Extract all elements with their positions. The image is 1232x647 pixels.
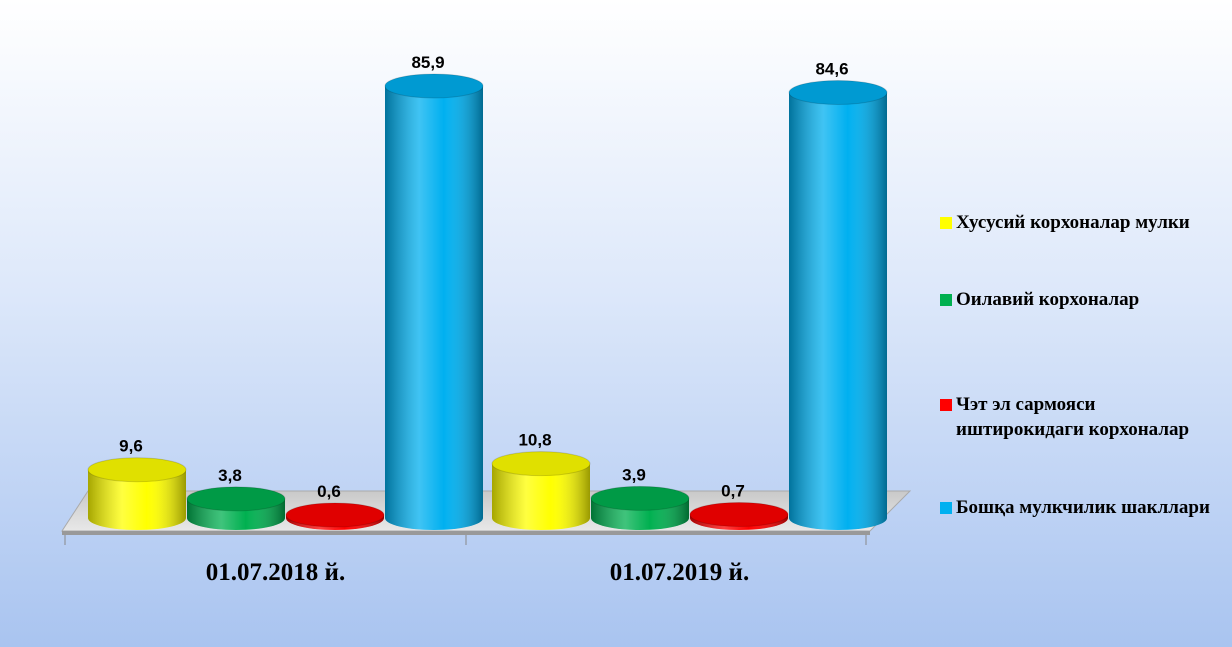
cylinder-top-shade <box>187 486 285 511</box>
legend-item: Бошқа мулкчилик шакллари <box>940 495 1230 520</box>
legend-label: Хусусий корхоналар мулки <box>956 212 1190 233</box>
cylinder <box>87 457 187 530</box>
cylinder-top-shade <box>385 74 483 98</box>
data-label: 85,9 <box>411 53 444 72</box>
legend-item: Оилавий корхоналар <box>940 287 1230 312</box>
cylinder-top <box>788 80 888 106</box>
cylinder-shade <box>789 92 887 530</box>
legend-swatch <box>940 294 952 306</box>
data-label: 0,7 <box>721 481 745 500</box>
cylinder-top <box>689 501 789 527</box>
data-label: 84,6 <box>815 60 848 79</box>
cylinder-top-shade <box>286 502 384 527</box>
legend-item: Чэт эл сармояси иштирокидаги корхоналар <box>940 392 1230 442</box>
cylinder-top <box>186 486 286 512</box>
legend-item: Хусусий корхоналар мулки <box>940 210 1230 235</box>
data-label: 3,8 <box>218 466 242 485</box>
data-label: 10,8 <box>518 431 551 450</box>
legend-label: Оилавий корхоналар <box>956 289 1140 310</box>
cylinder-top-shade <box>690 502 788 527</box>
cylinder-top <box>87 457 187 483</box>
legend-label: Бошқа мулкчилик шакллари <box>956 497 1210 518</box>
cylinder-top-shade <box>88 457 186 482</box>
cylinder <box>590 485 690 530</box>
legend-swatch <box>940 399 952 411</box>
cylinder <box>384 73 484 530</box>
cylinder <box>491 451 591 530</box>
cylinder-top-shade <box>591 486 689 511</box>
cylinder-top <box>491 451 591 477</box>
cylinder <box>285 502 385 530</box>
legend-label: Чэт эл сармояси иштирокидаги корхоналар <box>956 394 1190 440</box>
cylinder-top-shade <box>789 80 887 105</box>
cylinder <box>689 501 789 530</box>
legend-swatch <box>940 217 952 229</box>
floor-front <box>62 531 870 535</box>
data-label: 3,9 <box>622 465 646 484</box>
cylinder-top-shade <box>492 451 590 476</box>
cylinder <box>186 486 286 530</box>
data-label: 0,6 <box>317 482 341 501</box>
cylinder-top <box>384 73 484 99</box>
x-tick-label: 01.07.2018 й. <box>206 559 345 586</box>
cylinder-top <box>590 485 690 511</box>
cylinder-shade <box>385 86 483 530</box>
data-label: 9,6 <box>119 437 143 456</box>
legend-swatch <box>940 502 952 514</box>
x-tick-label: 01.07.2019 й. <box>610 559 749 586</box>
cylinder-shade <box>492 463 590 530</box>
cylinder-top <box>285 502 385 528</box>
cylinder-shade <box>88 469 186 530</box>
cylinder <box>788 80 888 530</box>
